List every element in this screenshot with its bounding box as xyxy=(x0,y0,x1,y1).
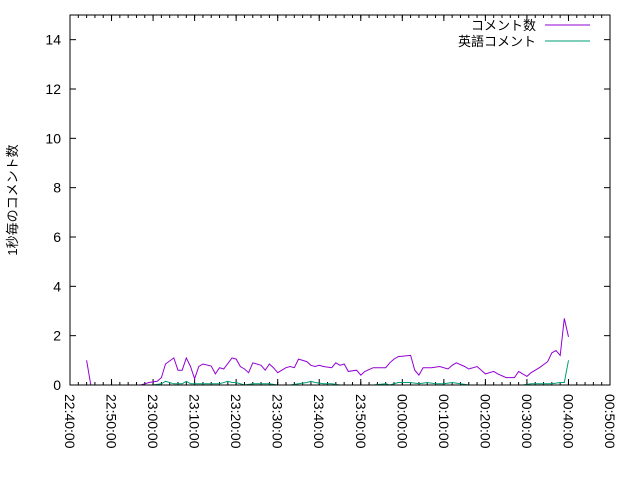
series-line-2 xyxy=(153,380,486,386)
plot-border xyxy=(69,14,611,386)
y-tick-label: 2 xyxy=(53,328,61,344)
series-line-2 xyxy=(522,360,569,386)
x-tick-label: 00:20:00 xyxy=(477,394,493,449)
x-tick-label: 23:30:00 xyxy=(270,394,286,449)
x-tick-label: 00:30:00 xyxy=(519,394,535,449)
x-tick-label: 22:50:00 xyxy=(104,394,120,449)
x-tick-label: 23:20:00 xyxy=(228,394,244,449)
series-line-1 xyxy=(86,360,92,386)
y-tick-label: 12 xyxy=(45,81,61,97)
series-group xyxy=(86,318,569,386)
legend-label: コメント数 xyxy=(471,18,536,33)
x-tick-label: 00:00:00 xyxy=(394,394,410,449)
y-axis-label: 1秒毎のコメント数 xyxy=(5,144,20,255)
legend-label: 英語コメント xyxy=(458,34,536,49)
y-tick-label: 4 xyxy=(53,278,61,294)
series-line-1 xyxy=(140,318,569,386)
y-tick-label: 0 xyxy=(53,377,61,393)
y-tick-label: 14 xyxy=(45,32,61,48)
x-tick-label: 23:40:00 xyxy=(311,394,327,449)
x-tick-label: 22:40:00 xyxy=(62,394,78,449)
x-tick-label: 23:00:00 xyxy=(145,394,161,449)
x-tick-label: 23:50:00 xyxy=(353,394,369,449)
x-tick-label: 00:10:00 xyxy=(436,394,452,449)
x-tick-label: 23:10:00 xyxy=(187,394,203,449)
x-tick-label: 00:50:00 xyxy=(602,394,618,449)
y-tick-label: 6 xyxy=(53,229,61,245)
y-tick-label: 10 xyxy=(45,130,61,146)
y-tick-label: 8 xyxy=(53,180,61,196)
x-tick-label: 00:40:00 xyxy=(560,394,576,449)
